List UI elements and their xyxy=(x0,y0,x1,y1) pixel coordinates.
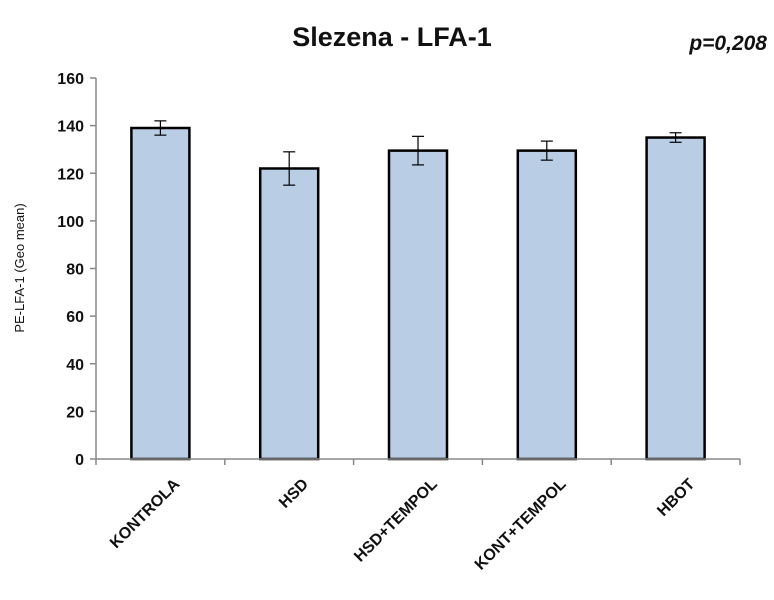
x-tick-label: HSD+TEMPOL xyxy=(351,476,441,566)
bar-kont-tempol xyxy=(516,149,578,461)
y-axis-label: PE-LFA-1 (Geo mean) xyxy=(12,203,27,332)
y-tick-label: 20 xyxy=(66,404,84,421)
x-tick-label: KONTROLA xyxy=(107,475,183,551)
x-tick-label: HSD xyxy=(276,476,312,512)
bar-kontrola xyxy=(130,126,191,461)
p-value-annotation: p=0,208 xyxy=(688,32,767,55)
y-tick-label: 100 xyxy=(57,214,84,231)
y-tick-label: 80 xyxy=(66,262,84,279)
axes xyxy=(95,78,740,460)
bar-hbot xyxy=(645,136,706,461)
bars xyxy=(130,126,706,461)
y-tick-label: 140 xyxy=(57,119,84,136)
error-bars xyxy=(154,120,682,186)
bar-hsd xyxy=(258,167,320,461)
bar-hsd-tempol xyxy=(387,149,449,461)
y-tick-label: 60 xyxy=(66,309,84,326)
x-axis-ticks: KONTROLA HSD HSD+TEMPOL KONT+TEMPOL HBOT xyxy=(95,459,741,574)
x-tick-label: KONT+TEMPOL xyxy=(472,476,570,574)
y-tick-label: 120 xyxy=(57,166,84,183)
y-tick-label: 40 xyxy=(66,357,84,374)
y-axis-ticks: 0 20 40 60 80 100 120 140 160 xyxy=(57,71,96,469)
y-tick-label: 160 xyxy=(57,71,84,88)
x-tick-label: HBOT xyxy=(654,476,698,520)
y-tick-label: 0 xyxy=(75,452,84,469)
chart-title: Slezena - LFA-1 xyxy=(292,22,492,52)
